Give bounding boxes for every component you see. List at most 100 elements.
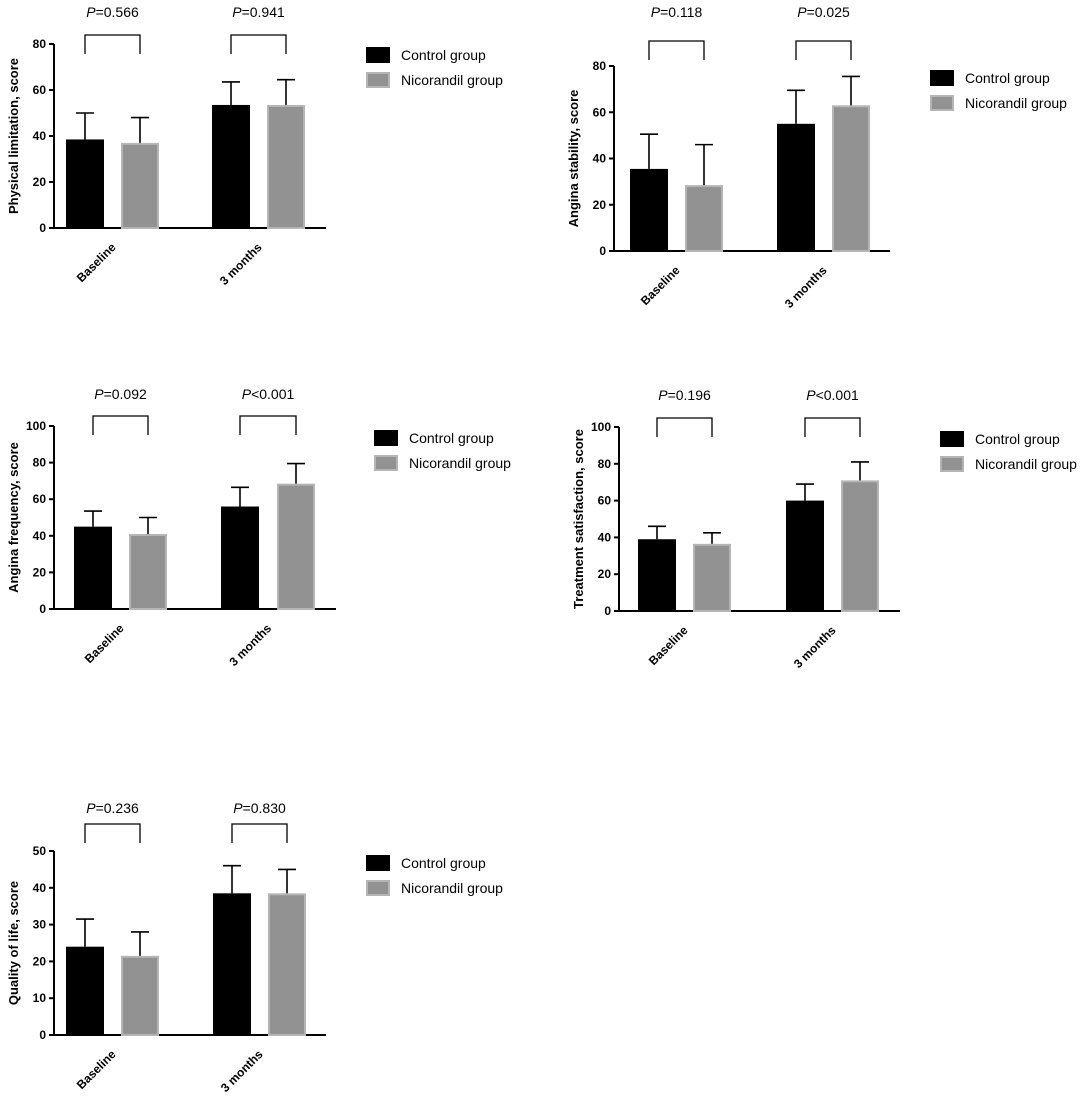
y-tick-label: 0: [39, 1028, 46, 1042]
category-label: Baseline: [638, 263, 683, 308]
legend-label: Nicorandil group: [965, 95, 1067, 111]
p-value-label: P<0.001: [806, 387, 859, 403]
y-tick-label: 40: [593, 152, 607, 166]
y-tick-label: 60: [598, 494, 612, 508]
control-bar: [66, 946, 104, 1036]
chart-panel-2: 0 20 40 60 80 Angina stability, score Baseline…: [566, 4, 1067, 311]
nicorandil-bar: [277, 483, 315, 610]
y-axis-title: Angina stability, score: [566, 90, 581, 228]
legend-label: Nicorandil group: [401, 72, 503, 88]
control-bar: [630, 168, 668, 252]
nicorandil-legend-swatch: [366, 72, 390, 88]
p-value-prefix: P: [232, 4, 242, 20]
y-tick-label: 30: [33, 918, 47, 932]
p-value-number: =0.196: [668, 387, 711, 403]
y-tick-label: 40: [33, 881, 47, 895]
legend-label: Nicorandil group: [401, 880, 503, 896]
y-tick-label: 10: [33, 991, 47, 1005]
y-tick-label: 20: [33, 954, 47, 968]
legend-label: Control group: [965, 70, 1050, 86]
p-value-label: P=0.118: [651, 4, 703, 20]
chart-panel-4: 0 20 40 60 80 100 Treatment satisfaction, scor…: [571, 387, 1077, 671]
nicorandil-legend-swatch: [366, 880, 390, 896]
p-value-number: =0.025: [807, 4, 850, 20]
p-value-prefix: P: [797, 4, 807, 20]
legend-label: Control group: [409, 430, 494, 446]
p-value-number: =0.236: [96, 800, 139, 816]
p-value-prefix: P: [86, 800, 96, 816]
category-label: 3 months: [791, 623, 839, 671]
p-value-prefix: P: [233, 800, 243, 816]
y-axis-title: Treatment satisfaction, score: [571, 429, 586, 609]
y-tick-label: 100: [591, 420, 611, 434]
p-value-prefix: P: [86, 4, 96, 20]
nicorandil-bar: [268, 893, 306, 1036]
nicorandil-bar: [841, 480, 879, 612]
p-value-number: =0.118: [660, 4, 702, 20]
control-bar: [66, 139, 104, 229]
control-bar: [777, 123, 815, 252]
y-tick-label: 40: [598, 530, 612, 544]
control-bar: [212, 104, 250, 229]
nicorandil-bar: [685, 185, 723, 252]
legend-label: Nicorandil group: [409, 455, 511, 471]
y-tick-label: 40: [33, 529, 47, 543]
legend-label: Control group: [401, 47, 486, 63]
category-label: Baseline: [646, 623, 691, 668]
y-tick-label: 0: [39, 602, 46, 616]
control-legend-swatch: [930, 70, 954, 86]
p-value-label: P=0.830: [233, 800, 286, 816]
chart-panel-3: 0 20 40 60 80 100 Angina frequency, score Basel…: [6, 386, 511, 669]
p-value-number: <0.001: [816, 387, 859, 403]
p-value-label: P=0.092: [94, 386, 147, 402]
p-value-prefix: P: [242, 386, 252, 402]
y-tick-label: 0: [599, 244, 606, 258]
nicorandil-bar: [832, 105, 870, 252]
y-axis-title: Physical limitation, score: [6, 58, 21, 214]
nicorandil-bar: [129, 533, 167, 610]
p-value-label: P=0.025: [797, 4, 850, 20]
significance-bracket: [84, 823, 141, 843]
significance-bracket: [795, 40, 852, 60]
y-tick-label: 80: [33, 456, 47, 470]
category-label: 3 months: [217, 240, 265, 288]
nicorandil-bar: [267, 104, 305, 229]
p-value-number: =0.941: [242, 4, 285, 20]
significance-bracket: [804, 417, 861, 437]
control-bar: [213, 893, 251, 1036]
y-tick-label: 60: [593, 105, 607, 119]
significance-bracket: [230, 34, 287, 54]
y-tick-label: 20: [33, 175, 47, 189]
y-tick-label: 80: [33, 37, 47, 51]
p-value-prefix: P: [806, 387, 816, 403]
nicorandil-bar: [693, 543, 731, 613]
y-tick-label: 20: [33, 565, 47, 579]
p-value-label: P<0.001: [242, 386, 295, 402]
y-tick-label: 20: [593, 198, 607, 212]
y-tick-label: 50: [33, 844, 47, 858]
category-label: 3 months: [782, 263, 830, 311]
y-tick-label: 80: [598, 457, 612, 471]
legend-label: Control group: [975, 431, 1060, 447]
significance-bracket: [231, 823, 288, 843]
control-bar: [638, 539, 676, 612]
control-legend-swatch: [366, 47, 390, 63]
y-tick-label: 60: [33, 492, 47, 506]
y-tick-label: 0: [604, 604, 611, 618]
nicorandil-legend-swatch: [940, 456, 964, 472]
control-legend-swatch: [374, 430, 398, 446]
significance-bracket: [656, 417, 713, 437]
nicorandil-bar: [121, 955, 159, 1037]
y-tick-label: 20: [598, 567, 612, 581]
category-label: 3 months: [227, 621, 275, 669]
category-label: Baseline: [74, 1047, 119, 1092]
p-value-number: =0.566: [96, 4, 139, 20]
legend-label: Nicorandil group: [975, 456, 1077, 472]
legend-label: Control group: [401, 855, 486, 871]
control-bar: [74, 526, 112, 611]
p-value-prefix: P: [658, 387, 668, 403]
y-tick-label: 40: [33, 129, 47, 143]
control-legend-swatch: [940, 431, 964, 447]
y-axis-title: Quality of life, score: [6, 881, 21, 1005]
